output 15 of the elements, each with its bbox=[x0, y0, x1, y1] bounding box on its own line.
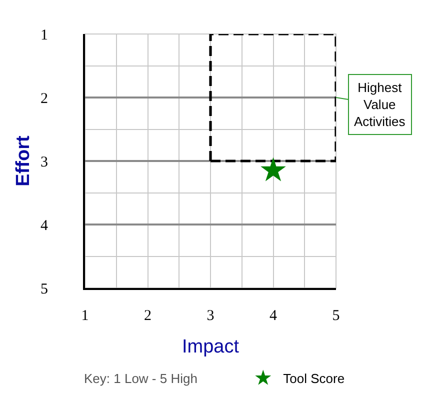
legend-label: Tool Score bbox=[283, 371, 345, 386]
y-tick-label: 2 bbox=[40, 90, 48, 107]
x-tick-label: 5 bbox=[332, 308, 340, 324]
x-tick-label: 2 bbox=[144, 308, 152, 324]
annotation: Highest Value Activities bbox=[354, 80, 406, 129]
y-tick-label: 3 bbox=[40, 154, 48, 170]
y-tick-label: 4 bbox=[40, 218, 48, 234]
x-tick-label: 3 bbox=[206, 308, 214, 324]
text: Key: 1 Low - 5 High bbox=[84, 371, 198, 386]
y-tick-label: 1 bbox=[40, 27, 48, 44]
x-tick-label: 4 bbox=[270, 308, 278, 324]
x-axis-title: Impact bbox=[182, 336, 240, 358]
y-tick-label: 5 bbox=[40, 281, 48, 298]
x-tick-label: 1 bbox=[81, 308, 89, 324]
y-axis-title: Effort bbox=[12, 135, 34, 186]
